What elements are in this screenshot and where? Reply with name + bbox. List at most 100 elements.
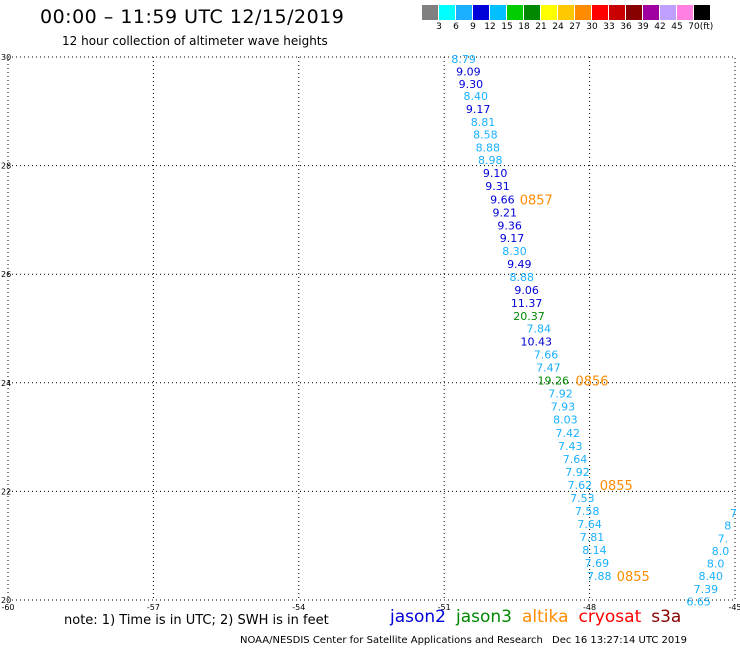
legend-swatch xyxy=(643,5,660,20)
legend-swatch xyxy=(677,5,694,20)
wave-height-value: 9.30 xyxy=(459,78,484,91)
wave-height-value: 7.43 xyxy=(558,440,583,453)
wave-height-value: 9.17 xyxy=(466,103,491,116)
legend-swatches xyxy=(422,5,711,20)
wave-height-value: 8.0 xyxy=(707,558,725,571)
legend-swatch xyxy=(558,5,575,20)
pass-time-label: 0856 xyxy=(575,375,608,390)
legend-label: 15 xyxy=(501,22,513,32)
wave-height-value: 7.92 xyxy=(565,466,590,479)
wave-height-value: 8.40 xyxy=(463,90,488,103)
legend-swatch xyxy=(524,5,541,20)
wave-height-value: 11.37 xyxy=(511,297,543,310)
legend-label: 27 xyxy=(569,22,581,32)
wave-height-value: 8.0 xyxy=(712,545,730,558)
grid-lines xyxy=(7,56,736,601)
latitude-tick-label: 20 xyxy=(1,596,11,605)
latitude-tick-label: 22 xyxy=(1,487,11,496)
legend-label: 24 xyxy=(552,22,564,32)
generated-timestamp: Dec 16 13:27:14 UTC 2019 xyxy=(552,635,687,646)
legend-label: 33 xyxy=(603,22,615,32)
wave-height-value: 7.47 xyxy=(536,362,561,375)
wave-height-value: 7.64 xyxy=(563,453,588,466)
wave-height-value: 9.17 xyxy=(500,232,525,245)
wave-height-value: 9.36 xyxy=(497,219,522,232)
wave-height-value: 7. xyxy=(718,533,729,546)
legend-swatch xyxy=(456,5,473,20)
wave-height-value: 9.66 xyxy=(490,193,515,206)
legend-label: 18 xyxy=(518,22,530,32)
legend-label: 6 xyxy=(453,22,459,32)
satellite-legend: jason2 jason3 altika cryosat s3a xyxy=(390,607,691,627)
map-frame xyxy=(7,56,736,601)
wave-height-value: 7.42 xyxy=(556,427,581,440)
legend-label: 42 xyxy=(654,22,666,32)
wave-height-value: 6.65 xyxy=(686,596,711,609)
wave-height-value: 9.10 xyxy=(483,167,508,180)
pass-time-label: 0855 xyxy=(600,479,633,494)
legend-label: 12 xyxy=(484,22,496,32)
wave-height-value: 20.37 xyxy=(513,310,545,323)
map-title: 00:00 – 11:59 UTC 12/15/2019 xyxy=(40,6,345,28)
legend-swatch xyxy=(507,5,524,20)
legend-swatch xyxy=(609,5,626,20)
legend-swatch xyxy=(473,5,490,20)
wave-height-value: 7.69 xyxy=(585,557,610,570)
longitude-tick-label: -54 xyxy=(292,603,305,612)
wave-height-value: 7 xyxy=(730,507,737,520)
wave-height-value: 8.98 xyxy=(478,154,503,167)
latitude-tick-label: 26 xyxy=(1,270,11,279)
legend-labels: 3 6 9 12 15 18 21 24 27 30 33 36 39 42 45 70 (ft) xyxy=(422,20,714,34)
wave-height-value: 9.21 xyxy=(493,206,518,219)
wave-height-values: 8.799.099.308.409.178.818.588.888.989.10… xyxy=(451,53,737,608)
wave-height-value: 8.81 xyxy=(471,116,496,129)
wave-height-value: 8.88 xyxy=(509,271,534,284)
legend-label: 3 xyxy=(436,22,442,32)
pass-time-label: 0855 xyxy=(617,570,650,585)
wave-height-value: 9.31 xyxy=(485,180,510,193)
legend-label: 39 xyxy=(637,22,649,32)
pass-time-labels: 0857 0856 0855 0855 xyxy=(520,193,650,585)
satellite-name: s3a xyxy=(651,607,682,627)
legend-swatch xyxy=(626,5,643,20)
wave-height-value: 8.40 xyxy=(699,570,724,583)
latitude-tick-label: 24 xyxy=(1,379,11,388)
color-scale-legend: 3 6 9 12 15 18 21 24 27 30 33 36 39 42 45 70 (ft) xyxy=(422,5,714,34)
legend-label: (ft) xyxy=(699,22,714,32)
latitude-tick-label: 30 xyxy=(1,53,11,62)
longitude-tick-label: -51 xyxy=(438,603,451,612)
wave-height-value: 8.30 xyxy=(502,245,527,258)
satellite-name: altika xyxy=(522,607,569,627)
legend-swatch xyxy=(541,5,558,20)
legend-label: 70 xyxy=(688,22,700,32)
satellite-name: cryosat xyxy=(578,607,642,627)
wave-height-value: 7.88 xyxy=(587,570,612,583)
legend-label: 36 xyxy=(620,22,632,32)
legend-swatch xyxy=(575,5,592,20)
wave-height-value: 7.62 xyxy=(568,479,593,492)
wave-height-value: 7.93 xyxy=(551,401,576,414)
legend-swatch xyxy=(490,5,507,20)
wave-height-value: 19.26 xyxy=(538,375,570,388)
latitude-tick-label: 28 xyxy=(1,162,11,171)
wave-height-value: 7.64 xyxy=(577,518,602,531)
legend-label: 30 xyxy=(586,22,598,32)
longitude-tick-label: -60 xyxy=(1,603,14,612)
wave-height-value: 8.88 xyxy=(476,142,501,155)
legend-label: 21 xyxy=(535,22,547,32)
wave-height-value: 7.81 xyxy=(580,531,605,544)
legend-label: 45 xyxy=(671,22,683,32)
legend-swatch xyxy=(592,5,609,20)
longitude-tick-label: -57 xyxy=(147,603,160,612)
map-subtitle: 12 hour collection of altimeter wave hei… xyxy=(62,34,328,48)
satellite-name: jason2 xyxy=(390,607,446,627)
wave-height-value: 9.06 xyxy=(514,284,539,297)
wave-height-value: 9.49 xyxy=(507,258,532,271)
wave-height-value: 8.58 xyxy=(473,129,498,142)
wave-height-value: 8 xyxy=(724,520,731,533)
wave-height-value: 8.14 xyxy=(582,544,607,557)
legend-swatch xyxy=(660,5,677,20)
longitude-tick-label: -45 xyxy=(728,603,740,612)
wave-height-value: 7.92 xyxy=(548,388,573,401)
